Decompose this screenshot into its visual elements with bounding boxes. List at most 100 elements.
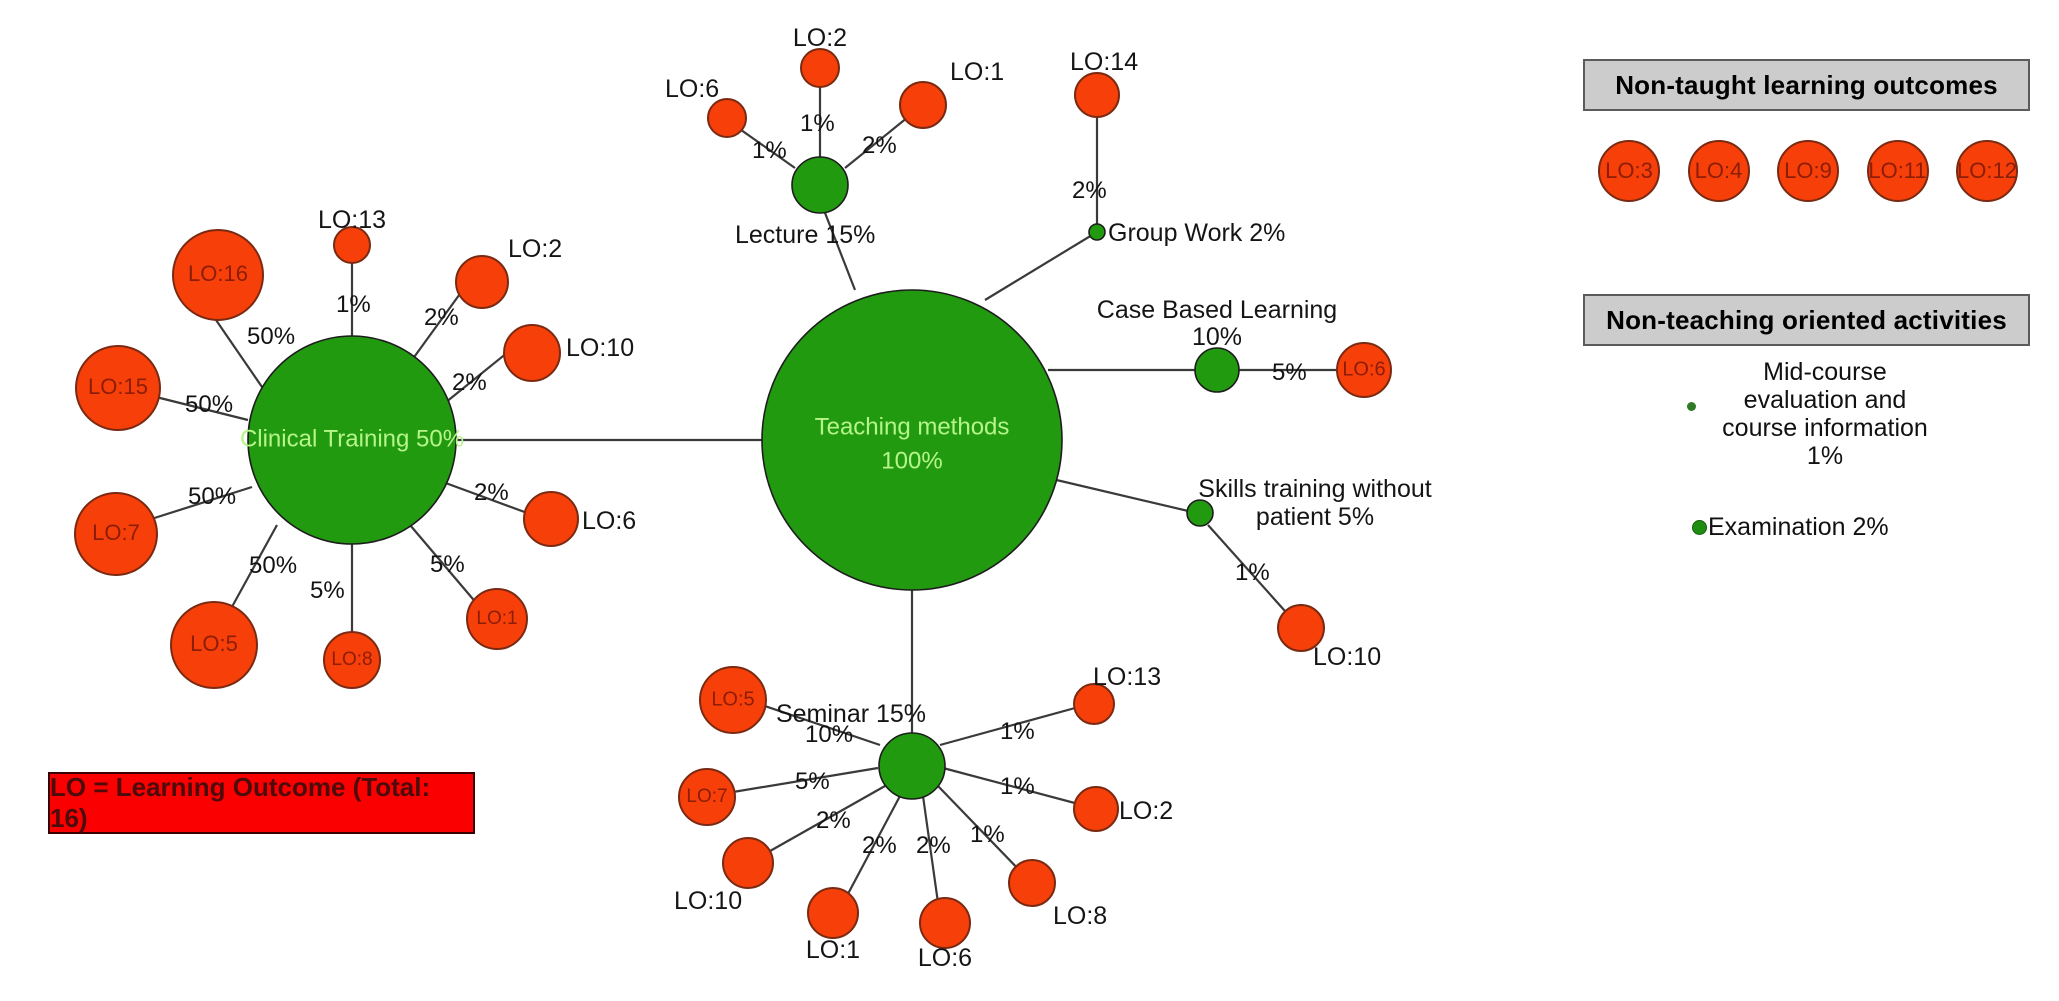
node-ct-lo13[interactable] (333, 226, 371, 264)
edge-seminar-lo10 (762, 785, 886, 856)
edge-seminar-lo8 (937, 785, 1025, 876)
legend-non-taught-list: LO:3 LO:4 LO:9 LO:11 LO:12 (1598, 140, 2018, 202)
node-lec-lo2[interactable] (800, 48, 840, 88)
node-lec-lo6-label: LO:6 (665, 75, 719, 103)
edge-root-lecture (818, 199, 857, 291)
edge-label-st-lo10: 1% (1235, 559, 1270, 586)
edge-label-ct-lo2: 2% (424, 304, 459, 331)
node-ct-lo7[interactable]: LO:7 (74, 492, 158, 576)
lo-key-legend: LO = Learning Outcome (Total: 16) (48, 772, 475, 834)
legend-examination-item: Examination 2% (1692, 513, 1889, 542)
node-sem-lo13[interactable] (1073, 683, 1115, 725)
node-sem-lo1[interactable] (807, 887, 859, 939)
node-skills-label-line1: Skills training without (1198, 475, 1431, 503)
node-sem-lo6[interactable] (919, 897, 971, 949)
legend-lo-chip[interactable]: LO:3 (1598, 140, 1660, 202)
edge-seminar-lo1 (840, 795, 901, 908)
node-skills-label-line2: patient 5% (1256, 503, 1374, 531)
edge-label-ct-lo7: 50% (188, 483, 236, 510)
edge-label-ct-lo1: 5% (430, 551, 465, 578)
node-st-lo10[interactable] (1277, 604, 1325, 652)
node-teaching-methods-label-line2: 100% (881, 447, 942, 474)
edge-clinical-lo6 (431, 476, 531, 516)
legend-non-teaching-header: Non-teaching oriented activities (1583, 294, 2030, 346)
node-ct-lo2[interactable] (455, 255, 509, 309)
edge-label-ct-lo15: 50% (185, 391, 233, 418)
node-lec-lo2-label: LO:2 (793, 24, 847, 52)
node-ct-lo10-label: LO:10 (566, 334, 634, 362)
node-cbl-lo6-label: LO:6 (1342, 358, 1385, 380)
node-ct-lo15-label: LO:15 (88, 374, 148, 399)
edge-label-ct-lo10: 2% (452, 369, 487, 396)
node-ct-lo8-label: LO:8 (331, 649, 372, 670)
edge-label-gw-lo14: 2% (1072, 177, 1107, 204)
node-clinical-training-label: Clinical Training 50% (240, 425, 464, 452)
edge-root-skills (1047, 476, 1202, 516)
edge-label-sem-lo2: 1% (1000, 773, 1035, 800)
node-sem-lo8-label: LO:8 (1053, 902, 1107, 930)
node-ct-lo5-label: LO:5 (190, 631, 238, 656)
node-sem-lo7[interactable]: LO:7 (678, 768, 736, 826)
node-ct-lo1-label: LO:1 (476, 608, 517, 629)
node-lecture[interactable] (791, 156, 849, 214)
node-ct-lo2-label: LO:2 (508, 235, 562, 263)
node-sem-lo2[interactable] (1073, 786, 1119, 832)
edge-label-cbl-lo6: 5% (1272, 359, 1307, 386)
edge-group (144, 72, 1336, 918)
edge-label-ct-lo6: 2% (474, 479, 509, 506)
node-lecture-label: Lecture 15% (735, 221, 875, 249)
node-teaching-methods[interactable]: Teaching methods 100% (761, 289, 1063, 591)
node-ct-lo16[interactable]: LO:16 (172, 229, 264, 321)
node-sem-lo7-label: LO:7 (686, 786, 727, 807)
legend-lo-chip[interactable]: LO:12 (1956, 140, 2018, 202)
edge-seminar-lo5 (746, 698, 881, 747)
node-seminar[interactable] (878, 732, 946, 800)
node-ct-lo10[interactable] (503, 324, 561, 382)
edge-clinical-lo7 (144, 485, 253, 523)
node-sem-lo10-label: LO:10 (674, 887, 742, 915)
legend-non-taught-header: Non-taught learning outcomes (1583, 59, 2030, 111)
edge-label-sem-lo5: 10% (805, 721, 853, 748)
edge-clinical-lo1 (409, 524, 479, 606)
edge-label-ct-lo8: 5% (310, 577, 345, 604)
edge-label-lec-lo1: 2% (862, 132, 897, 159)
edge-label-lec-lo6: 1% (752, 137, 787, 164)
node-ct-lo1[interactable]: LO:1 (466, 588, 528, 650)
edge-label-lec-lo2: 1% (800, 110, 835, 137)
legend-examination-label: Examination 2% (1708, 513, 1889, 541)
node-group-work-label: Group Work 2% (1108, 219, 1285, 247)
node-skills-training[interactable] (1186, 499, 1214, 527)
edge-skills-lo10 (1207, 524, 1294, 621)
node-sem-lo10[interactable] (722, 837, 774, 889)
node-lec-lo1-label: LO:1 (950, 58, 1004, 86)
node-group-work[interactable] (1088, 223, 1106, 241)
node-sem-lo5[interactable]: LO:5 (699, 666, 767, 734)
edge-clinical-lo10 (439, 347, 514, 408)
legend-lo-chip[interactable]: LO:4 (1687, 140, 1750, 202)
legend-lo-chip[interactable]: LO:11 (1866, 140, 1929, 202)
node-lec-lo1[interactable] (899, 81, 947, 129)
node-case-based-learning[interactable] (1194, 347, 1240, 393)
legend-lo-chip[interactable]: LO:9 (1777, 140, 1839, 202)
node-clinical-training[interactable]: Clinical Training 50% (240, 335, 464, 545)
node-gw-lo14-label: LO:14 (1070, 48, 1138, 76)
midcourse-dot-icon (1687, 402, 1696, 411)
edge-label-ct-lo16: 50% (247, 323, 295, 350)
node-ct-lo7-label: LO:7 (92, 520, 140, 545)
node-gw-lo14[interactable] (1074, 72, 1120, 118)
node-ct-lo8[interactable]: LO:8 (323, 631, 381, 689)
node-ct-lo6[interactable] (523, 491, 579, 547)
node-sem-lo8[interactable] (1008, 859, 1056, 907)
examination-dot-icon (1692, 520, 1707, 535)
edge-label-ct-lo5: 50% (249, 552, 297, 579)
edge-label-sem-lo6: 2% (916, 832, 951, 859)
edge-seminar-lo2 (942, 766, 1087, 808)
node-cbl-lo6[interactable]: LO:6 (1336, 342, 1392, 398)
edge-seminar-lo7 (726, 766, 879, 795)
node-lec-lo6[interactable] (707, 98, 747, 138)
edge-label-sem-lo13: 1% (1000, 718, 1035, 745)
edge-lecture-lo1 (844, 112, 914, 169)
node-ct-lo5[interactable]: LO:5 (170, 601, 258, 689)
node-ct-lo15[interactable]: LO:15 (75, 345, 161, 431)
